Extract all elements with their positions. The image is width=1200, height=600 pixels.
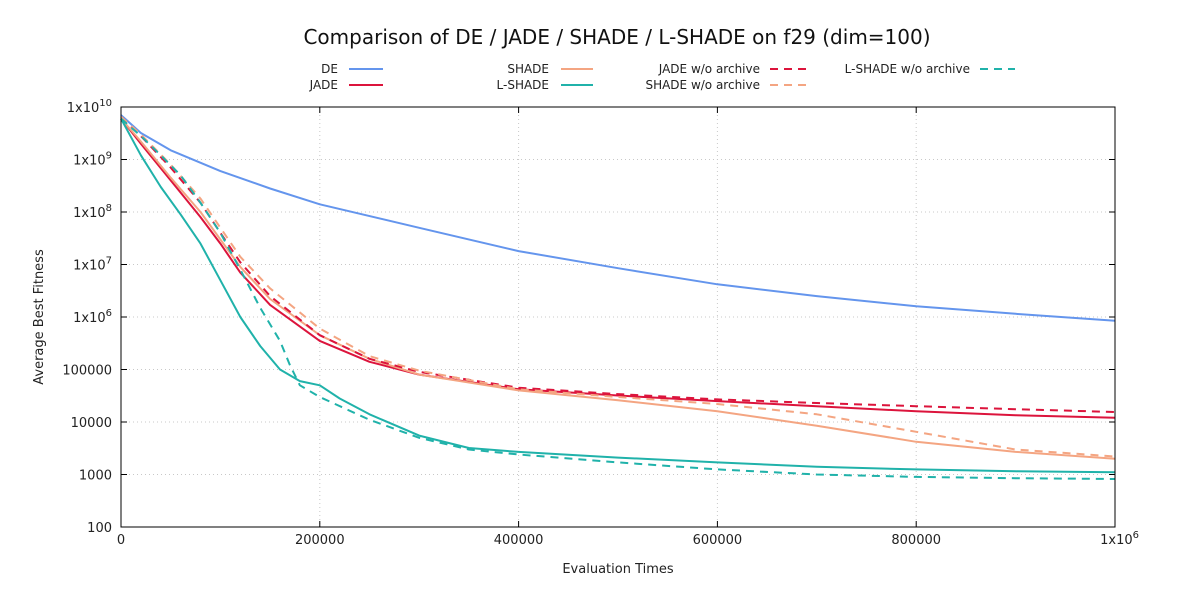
y-axis-label: Average Best Fitness <box>32 249 47 385</box>
ticks: 100 1000 10000 100000 1x106 1x107 1x108 1x109 1x… <box>62 98 1139 548</box>
x-tick-label: 800000 <box>891 533 941 548</box>
y-tick-label: 100 <box>87 521 112 536</box>
legend-label-jade-w-o-archive: JADE w/o archive <box>658 62 760 76</box>
y-tick-label: 1x108 <box>73 203 112 221</box>
y-tick-label: 10000 <box>71 416 112 431</box>
series-line-jade <box>120 117 1116 419</box>
y-tick-label: 1x106 <box>73 308 112 326</box>
x-tick-label: 0 <box>117 533 125 548</box>
x-tick-label: 1x106 <box>1100 530 1139 548</box>
x-tick-label: 600000 <box>693 533 743 548</box>
series-line-jade-w-o-archive <box>120 116 1116 413</box>
series-line-l-shade-w-o-archive <box>120 117 1116 480</box>
legend: DE JADE SHADE L-SHADE JADE w/o archive SHADE … <box>309 62 1015 92</box>
x-axis-label: Evaluation Times <box>562 562 674 577</box>
legend-label-l-shade-w-o-archive: L-SHADE w/o archive <box>845 62 970 76</box>
series-line-shade-w-o-archive <box>120 116 1116 458</box>
legend-label-l-shade: L-SHADE <box>497 78 549 92</box>
x-tick-label: 200000 <box>295 533 345 548</box>
series-lines <box>120 114 1116 480</box>
legend-label-de: DE <box>321 62 338 76</box>
x-tick-label: 400000 <box>494 533 544 548</box>
series-line-l-shade <box>120 118 1116 474</box>
series-line-de <box>120 114 1116 322</box>
y-tick-label: 1x109 <box>73 151 112 169</box>
legend-label-shade-w-o-archive: SHADE w/o archive <box>645 78 760 92</box>
grid <box>121 107 1115 527</box>
y-tick-label: 1x1010 <box>67 98 112 116</box>
legend-label-shade: SHADE <box>507 62 549 76</box>
chart-title: Comparison of DE / JADE / SHADE / L-SHAD… <box>303 25 930 49</box>
y-tick-label: 100000 <box>62 364 112 379</box>
y-tick-label: 1000 <box>79 469 112 484</box>
y-tick-label: 1x107 <box>73 256 112 274</box>
legend-label-jade: JADE <box>309 78 338 92</box>
